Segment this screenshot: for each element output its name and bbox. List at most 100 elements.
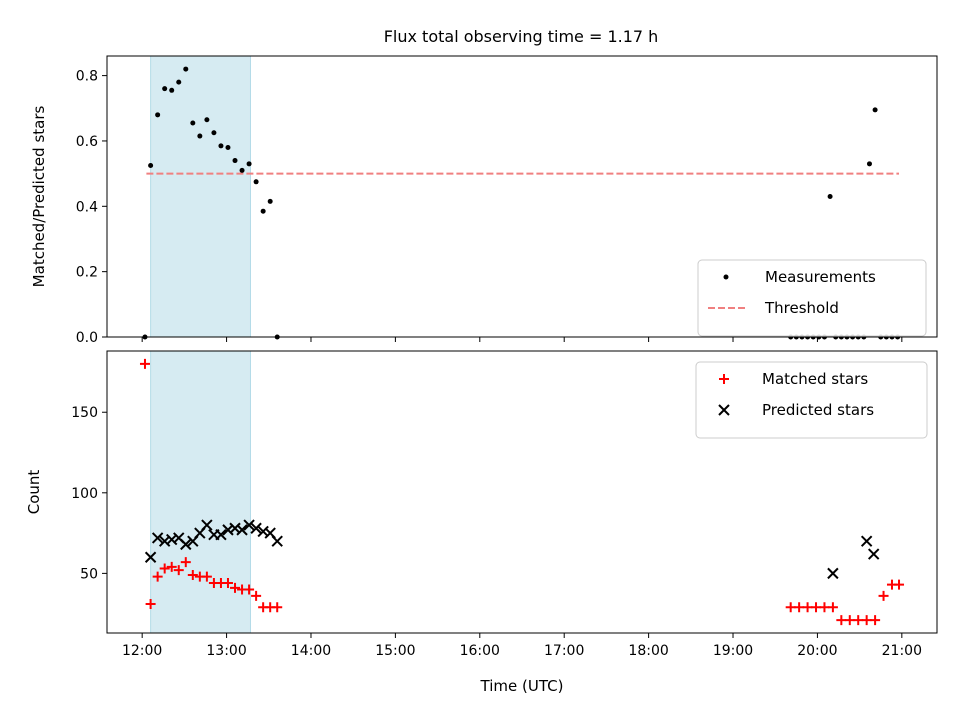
matched-star-point — [180, 557, 191, 568]
matched-star-point — [836, 615, 847, 626]
predicted-star-point — [827, 567, 839, 580]
predicted-star-point — [867, 548, 880, 560]
matched-star-point — [187, 569, 198, 580]
matched-star-point — [139, 358, 150, 369]
predicted-star-point — [271, 535, 283, 547]
y-tick-label: 0.2 — [76, 265, 98, 281]
measurement-point — [232, 158, 238, 164]
x-tick-label: 14:00 — [291, 643, 331, 659]
legend: Measurements Threshold — [697, 259, 927, 337]
measurement-point — [211, 130, 217, 136]
matched-star-point — [861, 615, 872, 626]
y-axis-label: Matched/Predicted stars — [30, 106, 48, 288]
matched-star-point — [173, 565, 184, 576]
measurement-point — [176, 79, 182, 85]
legend-marker — [718, 404, 730, 416]
measurement-point — [169, 87, 175, 93]
matched-star-point — [819, 602, 830, 613]
plot-frame — [106, 350, 938, 634]
measurement-point — [253, 179, 259, 185]
y-tick-label: 100 — [71, 486, 98, 502]
x-tick-label: 17:00 — [544, 643, 584, 659]
measurement-point — [148, 162, 154, 168]
x-tick-label: 16:00 — [460, 643, 500, 659]
x-tick-label: 21:00 — [882, 643, 922, 659]
x-axis-label: Time (UTC) — [480, 677, 564, 695]
x-tick-label: 19:00 — [713, 643, 753, 659]
x-tick-label: 15:00 — [375, 643, 415, 659]
matched-star-point — [894, 579, 905, 590]
matched-star-point — [870, 615, 881, 626]
legend-label: Matched stars — [762, 370, 868, 388]
chart-title: Flux total observing time = 1.17 h — [384, 27, 659, 46]
observing-window-band — [150, 350, 251, 634]
x-tick-label: 20:00 — [797, 643, 837, 659]
measurement-point — [239, 167, 245, 173]
matched-star-point — [159, 563, 170, 574]
legend-label: Predicted stars — [762, 401, 874, 419]
y-tick-label: 150 — [71, 405, 98, 421]
measurement-point — [866, 161, 872, 167]
x-tick-label: 18:00 — [628, 643, 668, 659]
measurement-point — [155, 112, 161, 118]
predicted-star-point — [250, 522, 262, 534]
matched-star-point — [272, 602, 283, 613]
predicted-star-point — [215, 528, 227, 541]
matched-star-point — [145, 598, 156, 609]
measurement-point — [246, 161, 252, 167]
matched-star-point — [802, 602, 813, 613]
predicted-star-point — [860, 535, 873, 547]
measurement-point — [218, 143, 224, 149]
legend-marker — [723, 274, 729, 280]
measurement-point — [267, 198, 273, 204]
plot-frame — [106, 55, 938, 338]
matched-star-point — [811, 602, 822, 613]
measurement-point — [190, 120, 196, 126]
matched-star-point — [794, 602, 805, 613]
matched-star-point — [222, 578, 233, 589]
predicted-star-point — [180, 538, 192, 551]
predicted-star-point — [236, 524, 248, 536]
legend: Matched stars Predicted stars — [695, 361, 928, 439]
matched-star-point — [244, 584, 255, 595]
matched-star-point — [785, 602, 796, 613]
predicted-star-point — [243, 519, 255, 531]
legend-marker — [719, 374, 729, 384]
measurement-point — [197, 133, 203, 139]
matched-star-point — [152, 571, 163, 582]
top-panel: 0.0 0.2 0.4 0.6 0.8 Matched/Predicted stars Me… — [30, 55, 938, 346]
observing-window-band — [150, 55, 251, 338]
measurement-point — [225, 144, 231, 150]
matched-star-point — [844, 615, 855, 626]
predicted-star-point — [144, 551, 157, 563]
measurement-point — [872, 107, 878, 113]
legend-box — [695, 361, 928, 439]
predicted-star-point — [151, 532, 164, 544]
y-tick-label: 0.8 — [76, 69, 98, 85]
matched-star-point — [878, 590, 889, 601]
matched-star-point — [853, 615, 864, 626]
legend-label: Threshold — [764, 299, 839, 317]
matched-star-point — [166, 561, 177, 572]
matched-star-point — [201, 571, 212, 582]
y-axis-label: Count — [25, 470, 43, 515]
y-tick-label: 0.0 — [76, 330, 98, 346]
matched-star-point — [827, 602, 838, 613]
y-tick-label: 0.6 — [76, 134, 98, 150]
predicted-star-point — [201, 519, 213, 531]
bottom-panel: 50 100 150 12:00 13:00 14:00 15:00 16:00 17:00 18… — [25, 350, 938, 695]
measurement-point — [827, 194, 833, 199]
legend-box — [697, 259, 927, 337]
measurement-point — [260, 208, 266, 214]
y-tick-label: 50 — [80, 566, 98, 582]
measurement-point — [204, 117, 210, 123]
measurement-point — [183, 66, 189, 72]
matched-star-point — [251, 590, 262, 601]
y-tick-label: 0.4 — [76, 199, 98, 215]
x-tick-label: 12:00 — [122, 643, 162, 659]
measurement-point — [162, 86, 168, 92]
matched-star-point — [230, 582, 241, 593]
x-tick-label: 13:00 — [206, 643, 246, 659]
legend-label: Measurements — [765, 268, 876, 286]
